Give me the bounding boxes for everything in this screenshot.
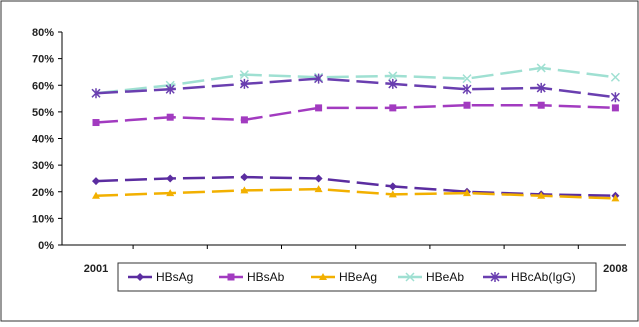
legend-marker-hbsab bbox=[227, 273, 235, 281]
data-point-hbeag bbox=[240, 186, 249, 194]
data-point-hbsab bbox=[389, 104, 397, 112]
data-point-hbsab bbox=[315, 104, 323, 112]
legend-box bbox=[117, 262, 597, 292]
data-point-hbeag bbox=[611, 194, 620, 202]
legend-marker-hbsag bbox=[136, 273, 144, 281]
data-point-hbeab bbox=[462, 74, 472, 84]
data-point-hbeab bbox=[388, 71, 398, 81]
data-point-hbsab bbox=[166, 113, 174, 121]
legend-label-hbeab: HBeAb bbox=[426, 270, 464, 284]
data-point-hbcab-igg bbox=[239, 78, 249, 89]
data-point-hbeag bbox=[314, 185, 323, 193]
series-line-hbeab bbox=[95, 66, 616, 95]
data-point-hbeag bbox=[388, 190, 397, 198]
data-point-hbsab bbox=[463, 101, 471, 109]
y-tick-label: 80% bbox=[32, 27, 54, 39]
legend-label-hbsab: HBsAb bbox=[247, 270, 285, 284]
series-line-hbsab bbox=[95, 103, 616, 124]
data-point-hbsag bbox=[166, 174, 175, 183]
data-point-hbcab-igg bbox=[388, 78, 398, 89]
data-point-hbcab-igg bbox=[91, 88, 101, 99]
data-point-hbeab bbox=[239, 70, 249, 80]
data-point-hbsab bbox=[92, 119, 100, 127]
data-point-hbcab-igg bbox=[314, 73, 324, 84]
y-tick-label: 20% bbox=[32, 187, 54, 199]
y-tick-label: 10% bbox=[32, 213, 54, 225]
y-tick-label: 0% bbox=[38, 240, 54, 252]
x-tick-label: 2001 bbox=[84, 263, 108, 275]
y-tick-label: 70% bbox=[32, 54, 54, 66]
legend-marker-hbeag bbox=[319, 273, 327, 280]
data-point-hbcab-igg bbox=[165, 84, 175, 95]
data-point-hbeab bbox=[536, 63, 546, 73]
data-point-hbsag bbox=[92, 177, 100, 186]
data-point-hbsag bbox=[240, 173, 249, 182]
data-point-hbsag bbox=[388, 182, 397, 191]
data-point-hbcab-igg bbox=[462, 84, 472, 95]
data-point-hbsab bbox=[240, 116, 248, 124]
data-point-hbcab-igg bbox=[610, 92, 620, 103]
y-tick-label: 30% bbox=[32, 160, 54, 172]
data-point-hbeag bbox=[166, 189, 175, 197]
y-tick-label: 50% bbox=[32, 107, 54, 119]
legend-marker-hbeab bbox=[405, 272, 415, 282]
data-point-hbeag bbox=[537, 191, 546, 199]
legend-label-hbeag: HBeAg bbox=[339, 270, 377, 284]
legend-label-hbcab-igg: HBcAb(IgG) bbox=[511, 270, 576, 284]
y-tick-label: 40% bbox=[32, 134, 54, 146]
data-point-hbsab bbox=[611, 104, 619, 112]
data-point-hbeab bbox=[610, 72, 620, 82]
data-point-hbsab bbox=[537, 101, 545, 109]
data-point-hbeag bbox=[463, 189, 471, 197]
y-tick-label: 60% bbox=[32, 80, 54, 92]
data-point-hbeag bbox=[92, 191, 100, 199]
data-point-hbcab-igg bbox=[536, 82, 546, 93]
x-tick-label: 2008 bbox=[603, 263, 627, 275]
data-point-hbsag bbox=[314, 174, 323, 183]
legend-marker-hbcab-igg bbox=[490, 272, 500, 282]
legend-label-hbsag: HBsAg bbox=[156, 270, 193, 284]
